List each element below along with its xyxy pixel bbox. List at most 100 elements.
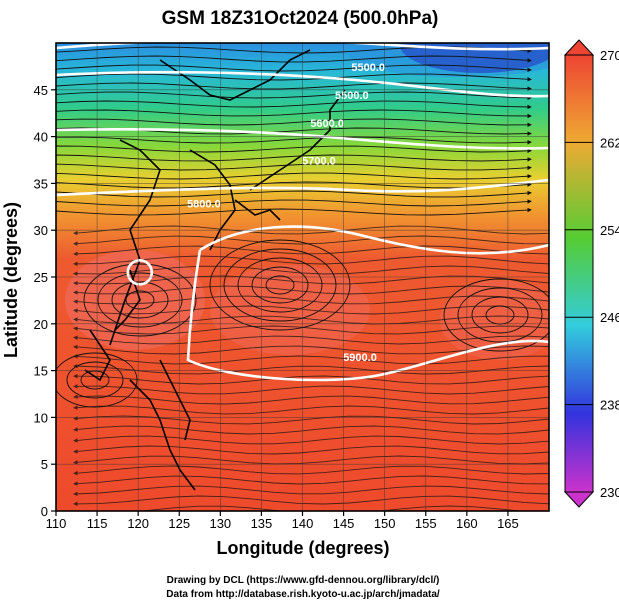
y-tick-label: 30 xyxy=(34,223,48,238)
credit-line-2: Data from http://database.rish.kyoto-u.a… xyxy=(166,589,440,600)
streamline xyxy=(73,225,549,236)
streamline xyxy=(73,285,549,295)
colorbar-top-triangle xyxy=(563,39,595,56)
streamline-eddy xyxy=(125,290,155,310)
colorbar-tick-label: 270 xyxy=(600,48,619,63)
streamline xyxy=(56,64,532,73)
streamline xyxy=(56,109,532,119)
y-tick-label: 45 xyxy=(34,83,48,98)
height-contours xyxy=(56,43,549,382)
colorbar-tick-label: 230 xyxy=(600,485,619,500)
streamline-eddy xyxy=(251,266,309,304)
streamline xyxy=(73,415,549,425)
plot-area: 5900.0 5800.0 5700.0 5600.0 5500.0 5500.0 xyxy=(56,43,549,511)
colorbar-bottom-triangle xyxy=(563,491,595,508)
streamline xyxy=(56,154,532,162)
streamline xyxy=(56,207,532,216)
warm-core xyxy=(440,280,549,360)
colorbar-tick-label: 238 xyxy=(600,398,619,413)
streamline-eddy xyxy=(443,278,549,352)
contour-label: 5800.0 xyxy=(187,199,221,211)
streamline xyxy=(73,265,549,276)
streamline xyxy=(73,384,549,395)
x-tick-label: 140 xyxy=(292,516,314,531)
streamline xyxy=(73,255,549,267)
streamline xyxy=(56,181,532,189)
streamline-eddy xyxy=(66,361,124,399)
colorbar-tick-label: 254 xyxy=(600,223,619,238)
streamline xyxy=(56,199,532,207)
x-tick-label: 150 xyxy=(374,516,396,531)
y-tick-label: 0 xyxy=(41,504,48,519)
streamline xyxy=(73,344,549,355)
streamline xyxy=(56,100,532,110)
y-tick-label: 40 xyxy=(34,130,48,145)
streamline-eddy xyxy=(457,287,543,343)
x-tick-label: 130 xyxy=(209,516,231,531)
streamline xyxy=(73,394,549,405)
y-tick-label: 20 xyxy=(34,317,48,332)
streamline xyxy=(73,465,549,476)
streamline xyxy=(73,405,549,415)
streamline xyxy=(56,163,532,171)
streamline xyxy=(73,295,549,305)
colorbar-tick-label: 246 xyxy=(600,310,619,325)
x-tick-label: 115 xyxy=(87,516,108,531)
y-tick-label: 5 xyxy=(41,457,48,472)
streamline xyxy=(73,275,549,286)
streamline xyxy=(73,235,549,246)
contour-label: 5500.0 xyxy=(335,90,369,102)
streamline xyxy=(73,445,549,455)
streamline xyxy=(56,172,532,180)
x-tick-label: 160 xyxy=(456,516,478,531)
streamline xyxy=(56,145,532,154)
x-tick-label: 125 xyxy=(168,516,190,531)
streamline-eddy xyxy=(209,239,351,331)
streamline xyxy=(136,505,549,511)
contour-label: 5700.0 xyxy=(302,156,336,168)
x-tick-label: 135 xyxy=(251,516,273,531)
streamline xyxy=(73,435,549,445)
streamline xyxy=(73,373,549,385)
x-tick-label: 155 xyxy=(415,516,437,531)
streamline xyxy=(73,315,549,325)
y-axis: 0 5 10 15 20 25 30 35 40 45 xyxy=(34,83,56,519)
colorbar-tick-label: 262 xyxy=(600,135,619,150)
streamline xyxy=(56,73,532,82)
y-tick-label: 25 xyxy=(34,270,48,285)
streamline xyxy=(73,363,549,375)
streamline xyxy=(56,91,532,101)
streamline-eddy xyxy=(80,370,110,390)
x-tick-label: 145 xyxy=(333,516,355,531)
x-axis: 110 115 120 125 130 135 140 145 150 155 160 165 xyxy=(46,511,519,531)
y-tick-label: 15 xyxy=(34,364,48,379)
streamline xyxy=(73,495,549,507)
colorbar-body xyxy=(564,54,594,493)
streamline xyxy=(73,325,549,335)
x-tick-label: 165 xyxy=(497,516,519,531)
credit-line-1: Drawing by DCL (https://www.gfd-dennou.o… xyxy=(167,575,440,586)
streamline-eddy xyxy=(237,257,323,313)
streamline xyxy=(73,485,549,497)
streamline xyxy=(73,245,549,257)
warm-core xyxy=(210,265,370,355)
streamline xyxy=(73,475,549,486)
x-tick-label: 120 xyxy=(127,516,149,531)
streamline xyxy=(73,305,549,315)
contour-label: 5500.0 xyxy=(351,62,385,74)
streamline-eddy xyxy=(265,275,295,295)
streamline-eddy xyxy=(83,263,197,337)
y-tick-label: 35 xyxy=(34,176,48,191)
contour-labels: 5900.0 5800.0 5700.0 5600.0 5500.0 5500.0 xyxy=(187,62,385,364)
y-tick-label: 10 xyxy=(34,410,48,425)
streamline xyxy=(56,55,532,63)
streamline xyxy=(56,82,532,91)
streamline xyxy=(56,118,532,128)
chart-title: GSM 18Z31Oct2024 (500.0hPa) xyxy=(162,8,439,29)
streamlines xyxy=(56,46,549,511)
contour-label: 5600.0 xyxy=(310,118,344,130)
streamline xyxy=(73,425,549,435)
gridlines xyxy=(56,43,549,511)
contour-label: 5900.0 xyxy=(343,352,377,364)
